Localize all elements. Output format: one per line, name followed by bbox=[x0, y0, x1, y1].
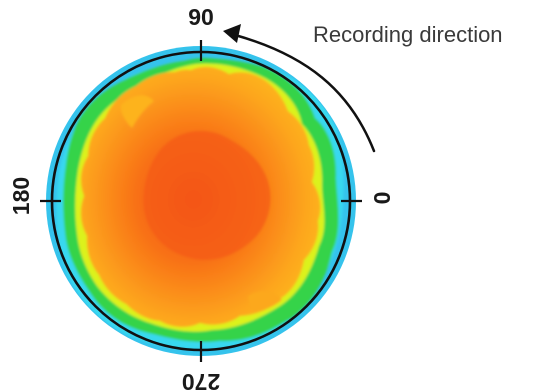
angle-label-90: 90 bbox=[188, 4, 214, 30]
orange-lobe-top-left bbox=[120, 95, 154, 128]
direction-arrowhead bbox=[223, 24, 241, 43]
direction-arc bbox=[233, 33, 376, 153]
orange-lobe-bottom-right bbox=[248, 291, 282, 312]
angle-label-0: 0 bbox=[369, 192, 395, 205]
polar-heatmap bbox=[40, 40, 362, 362]
angle-label-180: 180 bbox=[8, 177, 34, 215]
recording-direction-arrow bbox=[223, 24, 376, 153]
hot-center bbox=[143, 130, 271, 260]
angle-label-270: 270 bbox=[182, 369, 220, 390]
recording-direction-label: Recording direction bbox=[313, 22, 503, 47]
